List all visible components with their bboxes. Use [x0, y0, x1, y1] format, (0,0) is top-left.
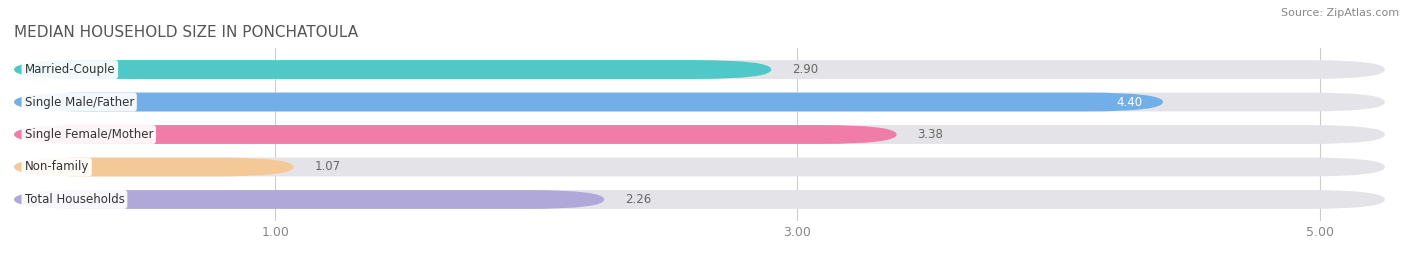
Text: Single Male/Father: Single Male/Father — [24, 95, 134, 108]
FancyBboxPatch shape — [14, 190, 1385, 209]
FancyBboxPatch shape — [14, 125, 897, 144]
FancyBboxPatch shape — [14, 60, 772, 79]
Text: MEDIAN HOUSEHOLD SIZE IN PONCHATOULA: MEDIAN HOUSEHOLD SIZE IN PONCHATOULA — [14, 25, 359, 40]
FancyBboxPatch shape — [14, 60, 1385, 79]
Text: 1.07: 1.07 — [315, 161, 340, 174]
Text: Source: ZipAtlas.com: Source: ZipAtlas.com — [1281, 8, 1399, 18]
Text: Married-Couple: Married-Couple — [24, 63, 115, 76]
FancyBboxPatch shape — [14, 158, 294, 176]
Text: Total Households: Total Households — [24, 193, 124, 206]
Text: 2.26: 2.26 — [626, 193, 651, 206]
FancyBboxPatch shape — [14, 93, 1163, 111]
FancyBboxPatch shape — [14, 158, 1385, 176]
Text: Single Female/Mother: Single Female/Mother — [24, 128, 153, 141]
FancyBboxPatch shape — [14, 190, 605, 209]
Text: Non-family: Non-family — [24, 161, 89, 174]
Text: 3.38: 3.38 — [918, 128, 943, 141]
FancyBboxPatch shape — [14, 125, 1385, 144]
Text: 4.40: 4.40 — [1116, 95, 1142, 108]
FancyBboxPatch shape — [14, 93, 1385, 111]
Text: 2.90: 2.90 — [792, 63, 818, 76]
